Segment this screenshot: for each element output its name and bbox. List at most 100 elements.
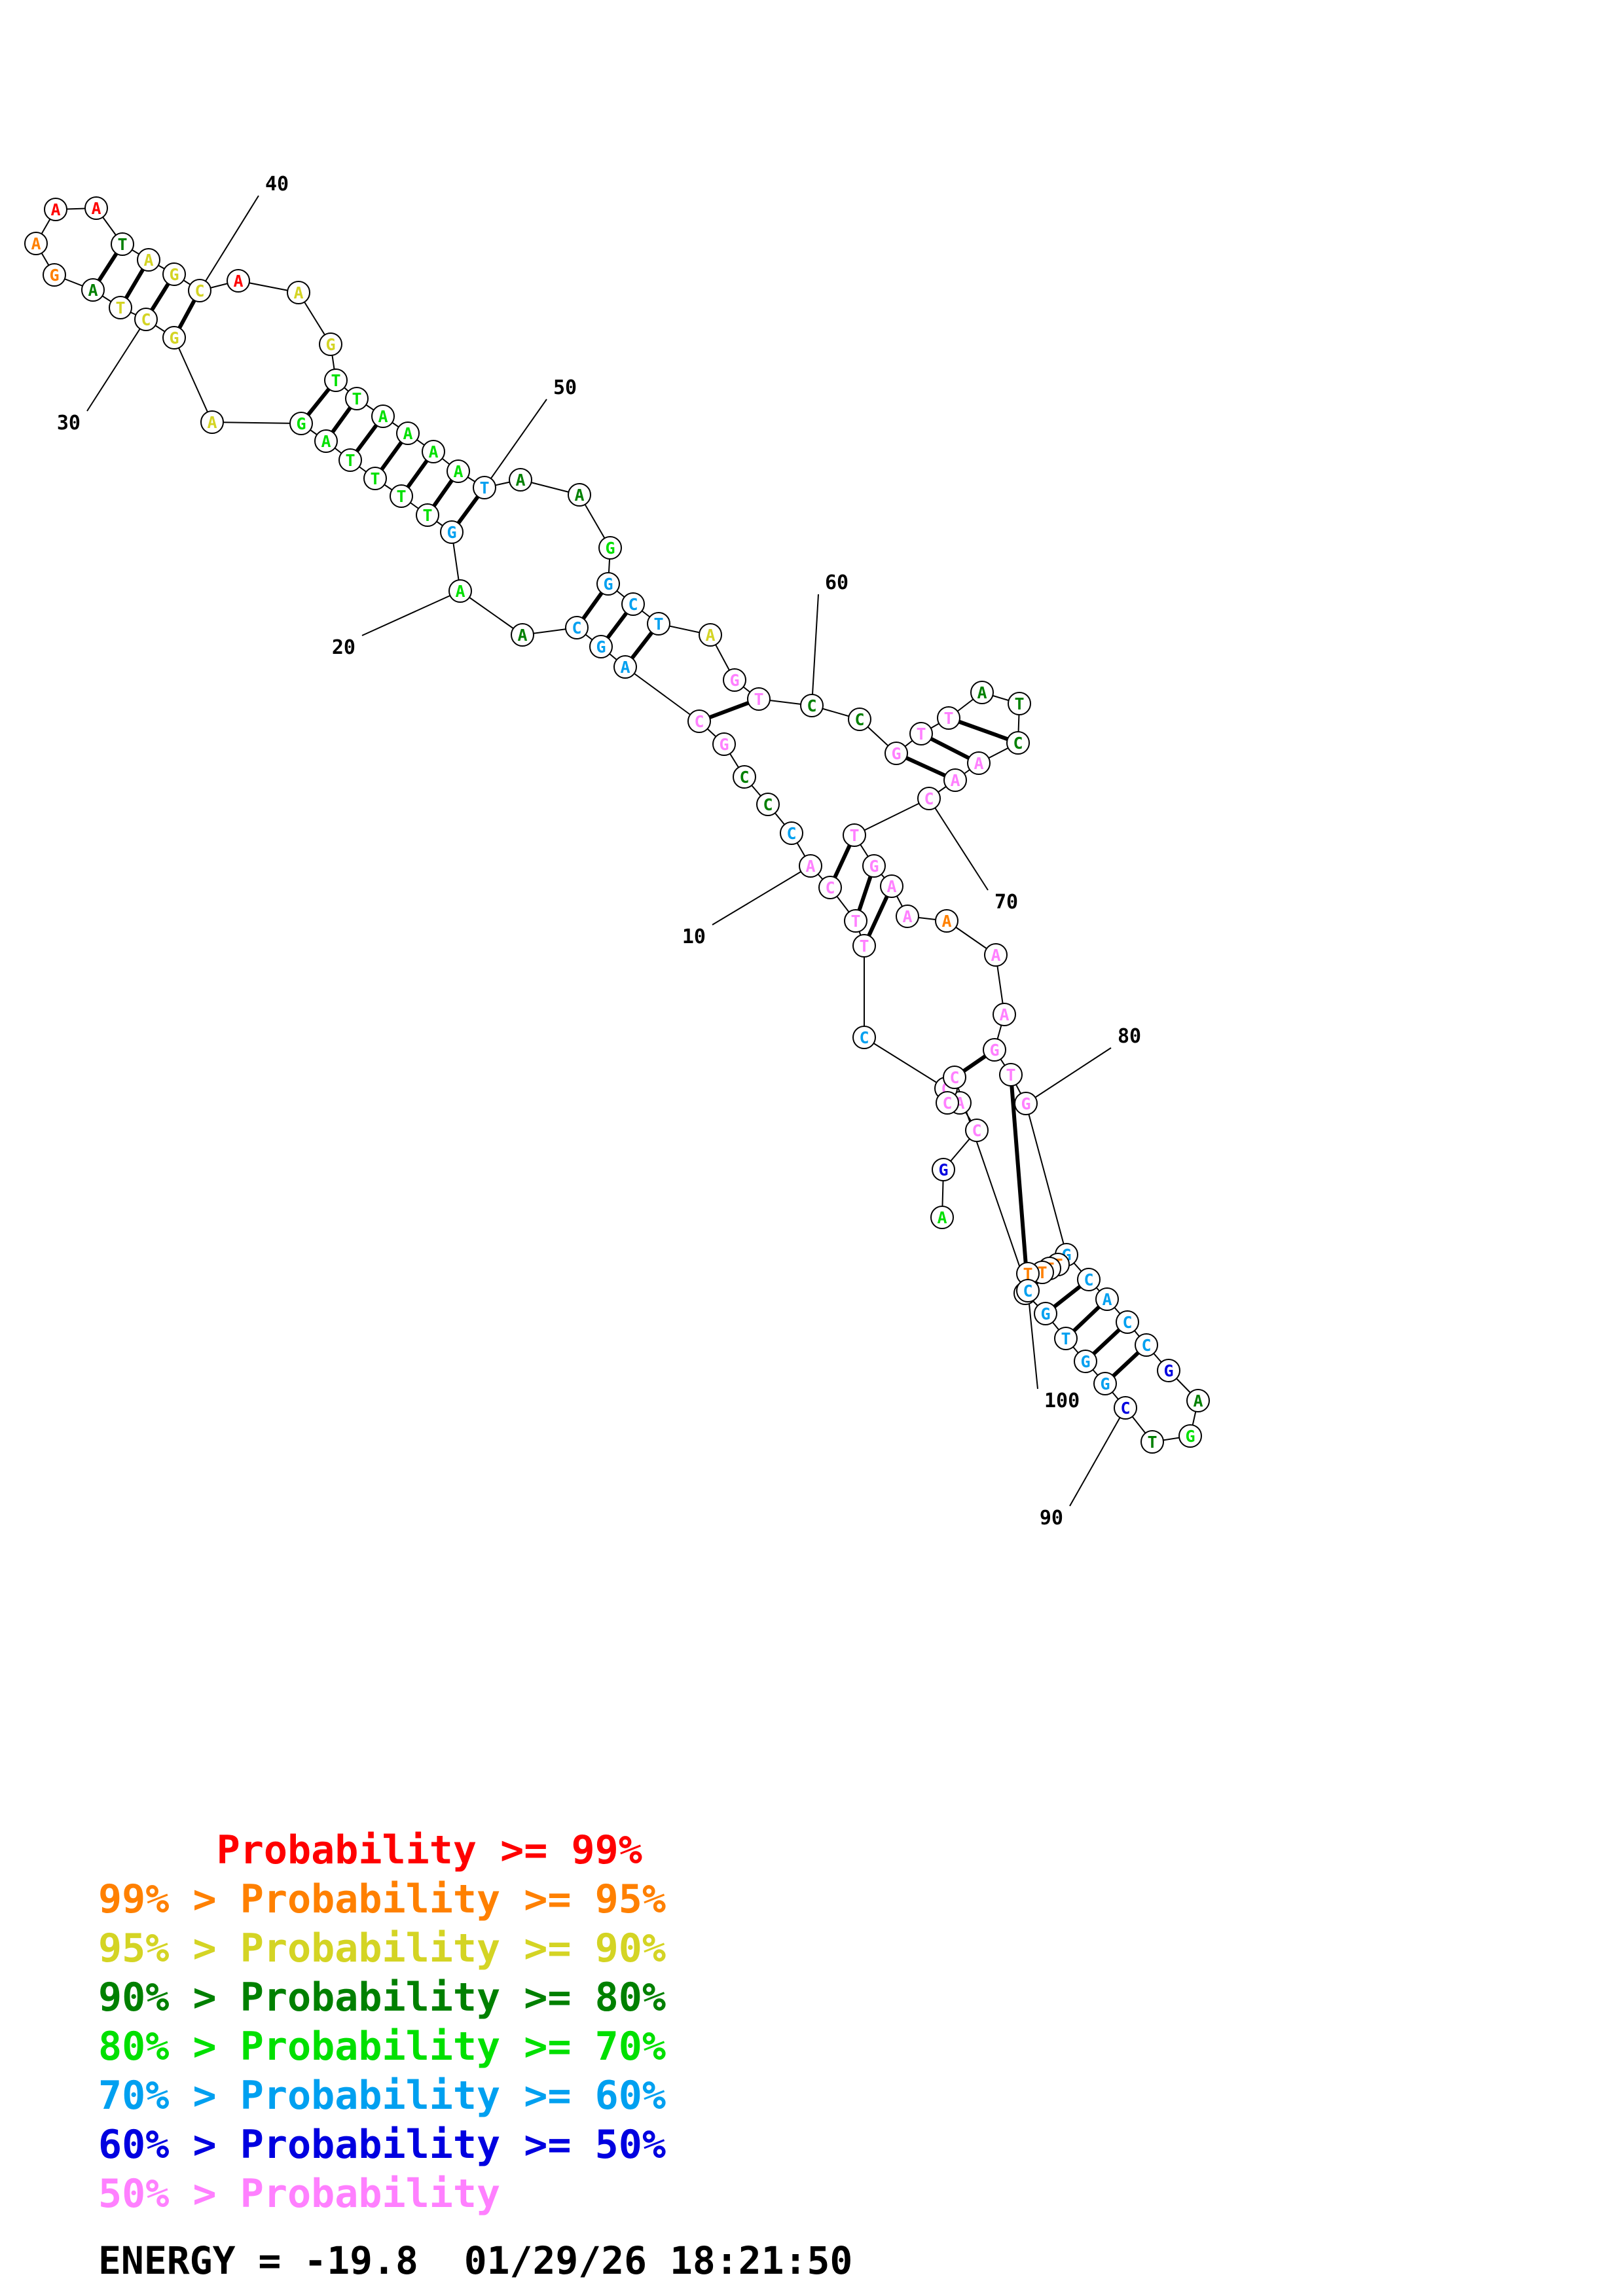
nucleotide-circle <box>162 262 186 286</box>
nucleotide-base: T <box>859 937 869 956</box>
nucleotide-circle <box>935 909 958 933</box>
nucleotide: A <box>930 1206 954 1229</box>
nucleotide-circle <box>844 909 867 933</box>
nucleotide-base: C <box>694 712 704 731</box>
nucleotide: A <box>568 483 591 507</box>
nucleotide-circle <box>852 1026 876 1049</box>
nucleotide-base: C <box>763 795 773 814</box>
legend-row: 70% > Probability >= 60% <box>98 2073 666 2119</box>
nucleotide: C <box>1006 731 1030 755</box>
nucleotide: G <box>1178 1424 1202 1448</box>
nucleotide: T <box>324 368 348 392</box>
nucleotide-circle <box>390 484 413 508</box>
nucleotide-circle <box>699 623 722 647</box>
nucleotide-base: T <box>117 235 127 254</box>
nucleotide-base: A <box>991 946 1000 965</box>
nucleotide-circle <box>345 387 369 410</box>
nucleotide: A <box>613 655 637 679</box>
backbone-segment <box>854 798 930 836</box>
nucleotide: G <box>1157 1359 1180 1382</box>
nucleotide: T <box>363 467 387 490</box>
position-label: 80 <box>1118 1025 1141 1048</box>
legend-row: 95% > Probability >= 90% <box>98 1926 666 1971</box>
nucleotide: A <box>422 440 445 463</box>
nucleotide: G <box>932 1158 955 1181</box>
backbone-segment <box>954 1077 1029 1291</box>
nucleotide-circle <box>884 742 908 765</box>
nucleotide: A <box>509 468 532 492</box>
nucleotide-base: A <box>31 234 41 253</box>
position-label: 50 <box>553 376 577 399</box>
nucleotide: A <box>967 751 991 775</box>
position-leader-line <box>484 399 547 488</box>
nucleotide-base: T <box>345 451 355 470</box>
nucleotide-base: T <box>653 615 663 634</box>
nucleotide: C <box>943 1066 966 1089</box>
nucleotide-base: A <box>941 912 951 931</box>
position-leader-line <box>712 865 811 925</box>
nucleotide-base: A <box>886 877 896 896</box>
nucleotide: A <box>993 1003 1016 1026</box>
nucleotide-base: G <box>938 1160 948 1179</box>
legend-row: 50% > Probability <box>98 2171 501 2217</box>
position-label: 40 <box>265 173 289 196</box>
nucleotide-base: T <box>396 487 406 506</box>
nucleotide-base: C <box>572 619 581 637</box>
nucleotide-base: G <box>1100 1374 1110 1393</box>
nucleotide-circle <box>81 278 105 302</box>
legend-row: 80% > Probability >= 70% <box>98 2024 666 2070</box>
nucleotide-circle <box>936 1091 959 1115</box>
position-leader-line <box>1027 1290 1038 1390</box>
nucleotide: A <box>448 579 472 603</box>
nucleotide-circle <box>422 440 445 463</box>
nucleotide-base: C <box>1120 1399 1130 1418</box>
backbone-segment <box>864 1037 947 1089</box>
nucleotide-base: T <box>352 389 361 408</box>
nucleotide: G <box>712 732 736 756</box>
nucleotide-base: G <box>891 744 901 763</box>
nucleotide-base: A <box>1102 1290 1112 1309</box>
nucleotide: T <box>473 476 496 499</box>
nucleotide-circle <box>1008 692 1031 715</box>
nucleotide-circle <box>917 787 941 810</box>
nucleotide-circle <box>473 476 496 499</box>
nucleotide: G <box>440 520 464 544</box>
nucleotide-circle <box>598 536 622 560</box>
nucleotide-base: T <box>849 826 859 845</box>
nucleotide-circle <box>1074 1350 1097 1373</box>
nucleotide-base: C <box>141 310 151 329</box>
nucleotide: A <box>699 623 722 647</box>
nucleotide: G <box>589 635 613 658</box>
nucleotide: C <box>756 793 780 816</box>
nucleotide-circle <box>993 1003 1016 1026</box>
nucleotide-circle <box>440 520 464 544</box>
nucleotide-base: C <box>972 1121 981 1140</box>
nucleotide-circle <box>227 269 250 293</box>
nucleotide: G <box>43 263 66 287</box>
nucleotide: C <box>687 709 711 733</box>
nucleotide-base: A <box>321 432 331 451</box>
nucleotide: A <box>44 198 67 221</box>
nucleotide: T <box>1008 692 1031 715</box>
nucleotide-base: C <box>949 1068 959 1087</box>
nucleotide-base: G <box>1185 1427 1195 1446</box>
backbone-segment <box>460 590 523 636</box>
nucleotide: T <box>647 612 670 636</box>
nucleotide-base: T <box>1037 1263 1047 1282</box>
nucleotide-circle <box>1034 1302 1057 1325</box>
nucleotide-base: A <box>233 272 243 291</box>
nucleotide-base: G <box>296 414 306 433</box>
nucleotide: C <box>965 1119 989 1142</box>
nucleotide: A <box>287 281 310 304</box>
nucleotide-base: T <box>1147 1433 1157 1452</box>
nucleotide: T <box>345 387 369 410</box>
nucleotide-base: T <box>850 912 860 931</box>
nucleotide: G <box>319 332 342 356</box>
nucleotide-base: C <box>628 595 638 614</box>
nucleotide-base: C <box>194 281 204 300</box>
nucleotide-base: A <box>293 283 303 302</box>
nucleotide-base: T <box>1023 1265 1032 1283</box>
nucleotide-base: A <box>574 486 584 505</box>
nucleotide-circle <box>287 281 310 304</box>
